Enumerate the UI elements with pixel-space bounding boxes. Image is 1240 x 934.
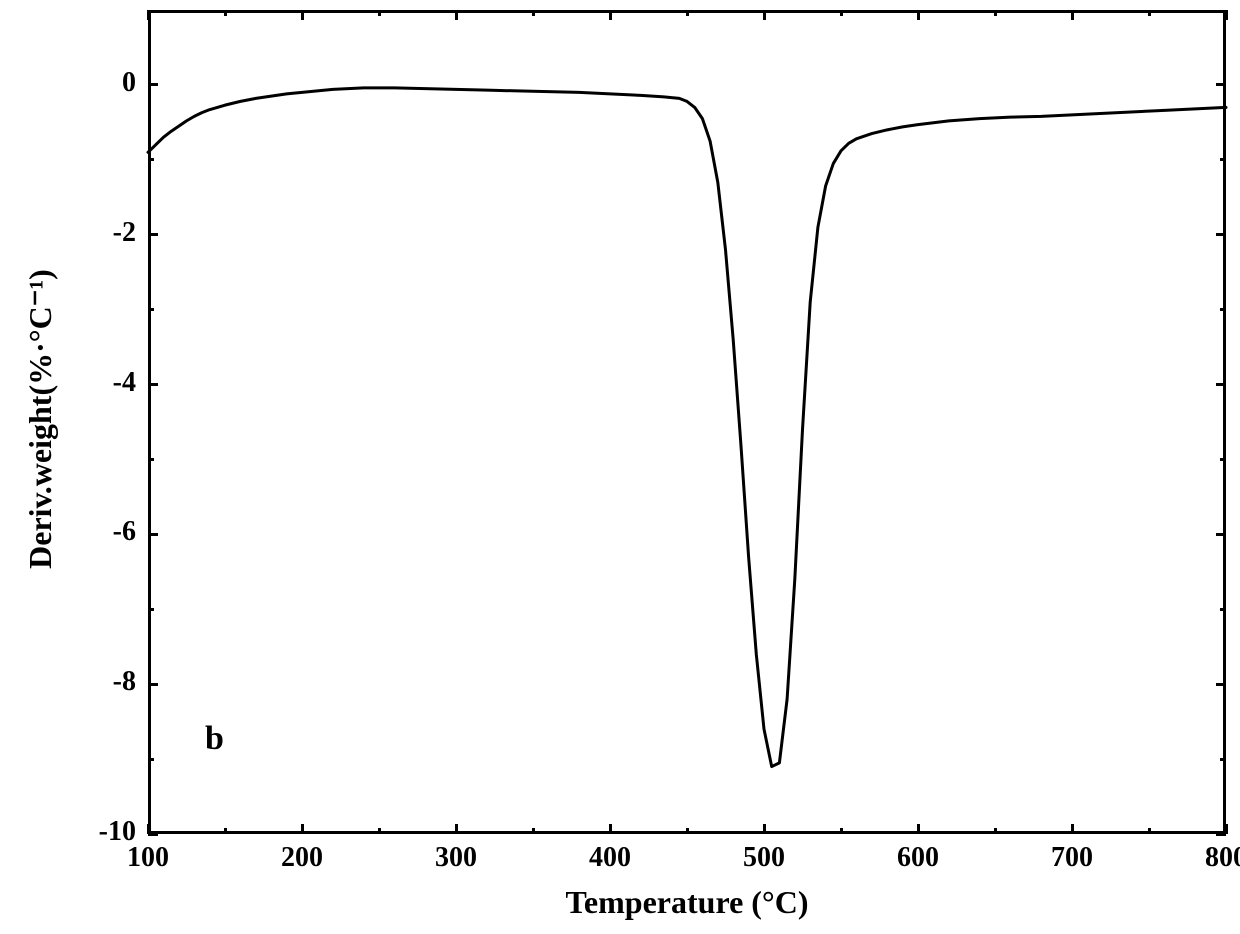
data-curve [0, 0, 1240, 934]
dtg-chart: Deriv.weight(%·°C⁻¹) Temperature (°C) 10… [0, 0, 1240, 934]
panel-label: b [205, 720, 224, 758]
